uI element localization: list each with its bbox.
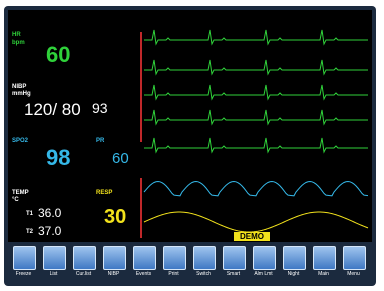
nibp-unit: mmHg	[12, 91, 31, 97]
toolbar-button[interactable]: Alm Lmt	[250, 246, 277, 282]
demo-badge: DEMO	[234, 232, 270, 241]
hr-value: 60	[46, 42, 70, 68]
button-label: Smart	[220, 271, 247, 277]
scale-bar	[140, 32, 142, 142]
button-label: NIBP	[100, 271, 127, 277]
nibp-mean: 93	[92, 100, 108, 116]
toolbar-button[interactable]: Switch	[190, 246, 217, 282]
pleth-wave	[144, 181, 368, 195]
toolbar-button[interactable]: Menu	[340, 246, 367, 282]
toolbar-button[interactable]: NIBP	[100, 246, 127, 282]
button-label: Main	[310, 271, 337, 277]
button-icon	[13, 246, 36, 270]
button-label: Print	[160, 271, 187, 277]
button-icon	[193, 246, 216, 270]
t1-label: T1	[26, 211, 33, 217]
button-icon	[343, 246, 366, 270]
t2-label: T2	[26, 229, 33, 235]
pr-value: 60	[112, 150, 129, 167]
scale-bar	[140, 178, 142, 238]
button-icon	[73, 246, 96, 270]
temp-unit: °C	[12, 197, 19, 203]
nibp-value: 120/ 80	[24, 100, 81, 120]
button-icon	[43, 246, 66, 270]
spo2-value: 98	[46, 145, 70, 171]
ecg-wave	[144, 110, 368, 124]
temp-label: TEMP	[12, 190, 29, 196]
toolbar-button[interactable]: List	[40, 246, 67, 282]
hr-label: HR	[12, 32, 21, 38]
t2-value: 37.0	[38, 224, 61, 238]
spo2-label: SPO2	[12, 138, 28, 144]
button-label: Switch	[190, 271, 217, 277]
button-icon	[223, 246, 246, 270]
resp-value: 30	[104, 206, 126, 229]
ecg-wave	[144, 138, 368, 152]
button-icon	[313, 246, 336, 270]
monitor-screen: HR bpm 60 NIBP mmHg 120/ 80 93 SPO2 98 P…	[8, 10, 372, 242]
toolbar-button[interactable]: Print	[160, 246, 187, 282]
button-label: Cur.list	[70, 271, 97, 277]
button-label: Alm Lmt	[250, 271, 277, 277]
button-icon	[253, 246, 276, 270]
button-label: Freeze	[10, 271, 37, 277]
ecg-wave	[144, 85, 368, 99]
button-label: Events	[130, 271, 157, 277]
toolbar-button[interactable]: Cur.list	[70, 246, 97, 282]
button-label: Menu	[340, 271, 367, 277]
nibp-label: NIBP	[12, 84, 26, 90]
toolbar-button[interactable]: Main	[310, 246, 337, 282]
button-icon	[103, 246, 126, 270]
toolbar-button[interactable]: Night	[280, 246, 307, 282]
toolbar-button[interactable]: Events	[130, 246, 157, 282]
button-icon	[133, 246, 156, 270]
resp-wave	[144, 212, 368, 232]
resp-label: RESP	[96, 190, 112, 196]
toolbar-button[interactable]: Freeze	[10, 246, 37, 282]
button-label: List	[40, 271, 67, 277]
button-icon	[163, 246, 186, 270]
t1-value: 36.0	[38, 206, 61, 220]
ecg-wave	[144, 30, 368, 44]
ecg-wave	[144, 60, 368, 74]
pr-label: PR	[96, 138, 104, 144]
button-label: Night	[280, 271, 307, 277]
hr-unit: bpm	[12, 40, 25, 46]
toolbar-button[interactable]: Smart	[220, 246, 247, 282]
button-icon	[283, 246, 306, 270]
